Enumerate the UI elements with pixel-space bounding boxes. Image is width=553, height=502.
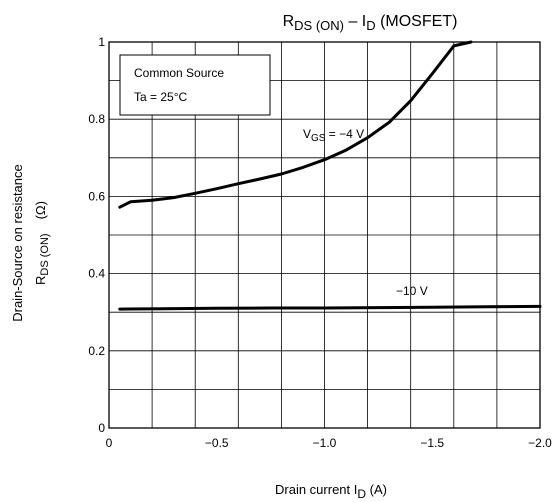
series-label-vgs-4v-pre: V [303, 127, 311, 141]
x-axis-title: Drain current ID (A) [275, 482, 387, 501]
title-tail: (MOSFET) [376, 13, 458, 30]
grid [109, 42, 540, 428]
x-tick-label: −0.5 [205, 436, 229, 450]
x-tick-labels: 0 −0.5 −1.0 −1.5 −2.0 [106, 436, 553, 450]
series-line-vgs-4v [118, 40, 473, 209]
chart-title: RDS (ON) – ID (MOSFET) [283, 13, 458, 33]
x-tick-label: 0 [106, 436, 113, 450]
x-tick-label: −2.0 [528, 436, 552, 450]
series-lines [118, 40, 542, 311]
y-axis-title-line1: Drain-Source on resistance [10, 164, 25, 322]
x-tick-label: −1.0 [313, 436, 337, 450]
conditions-ta: Ta = 25°C [134, 90, 187, 104]
x-tick-label: −1.5 [420, 436, 444, 450]
y-tick-label: 0.8 [88, 112, 105, 126]
y-axis-title-unit: (Ω) [33, 201, 48, 219]
series-label-vgs-4v: VGS = −4 V [303, 127, 364, 144]
title-r: R [283, 13, 295, 30]
y-tick-label: 0.2 [88, 344, 105, 358]
y-axis-title-sub: DS (ON) [39, 233, 51, 275]
x-axis-title-pre: Drain current I [275, 482, 357, 497]
title-mid: – I [344, 13, 366, 30]
y-tick-label: 1 [98, 35, 105, 49]
y-tick-label: 0 [98, 421, 105, 435]
series-label-vgs-4v-sub: GS [311, 133, 326, 144]
y-tick-label: 0.6 [88, 189, 105, 203]
y-axis-title-r: R [33, 276, 48, 285]
y-axis-title-line2: RDS (ON) (Ω) [33, 201, 51, 285]
series-label-10v: −10 V [396, 284, 428, 298]
y-tick-label: 0.4 [88, 267, 105, 281]
title-sub-d: D [366, 18, 375, 33]
title-sub-rdson: DS (ON) [294, 18, 344, 33]
series-line-10v [118, 304, 542, 311]
plot-frame [108, 41, 541, 429]
conditions-box [119, 54, 271, 116]
series-label-vgs-4v-post: = −4 V [325, 127, 364, 141]
x-axis-title-sub: D [357, 487, 366, 501]
y-tick-labels: 0 0.2 0.4 0.6 0.8 1 [88, 35, 105, 435]
x-axis-title-post: (A) [366, 482, 387, 497]
conditions-common-source: Common Source [134, 66, 224, 80]
